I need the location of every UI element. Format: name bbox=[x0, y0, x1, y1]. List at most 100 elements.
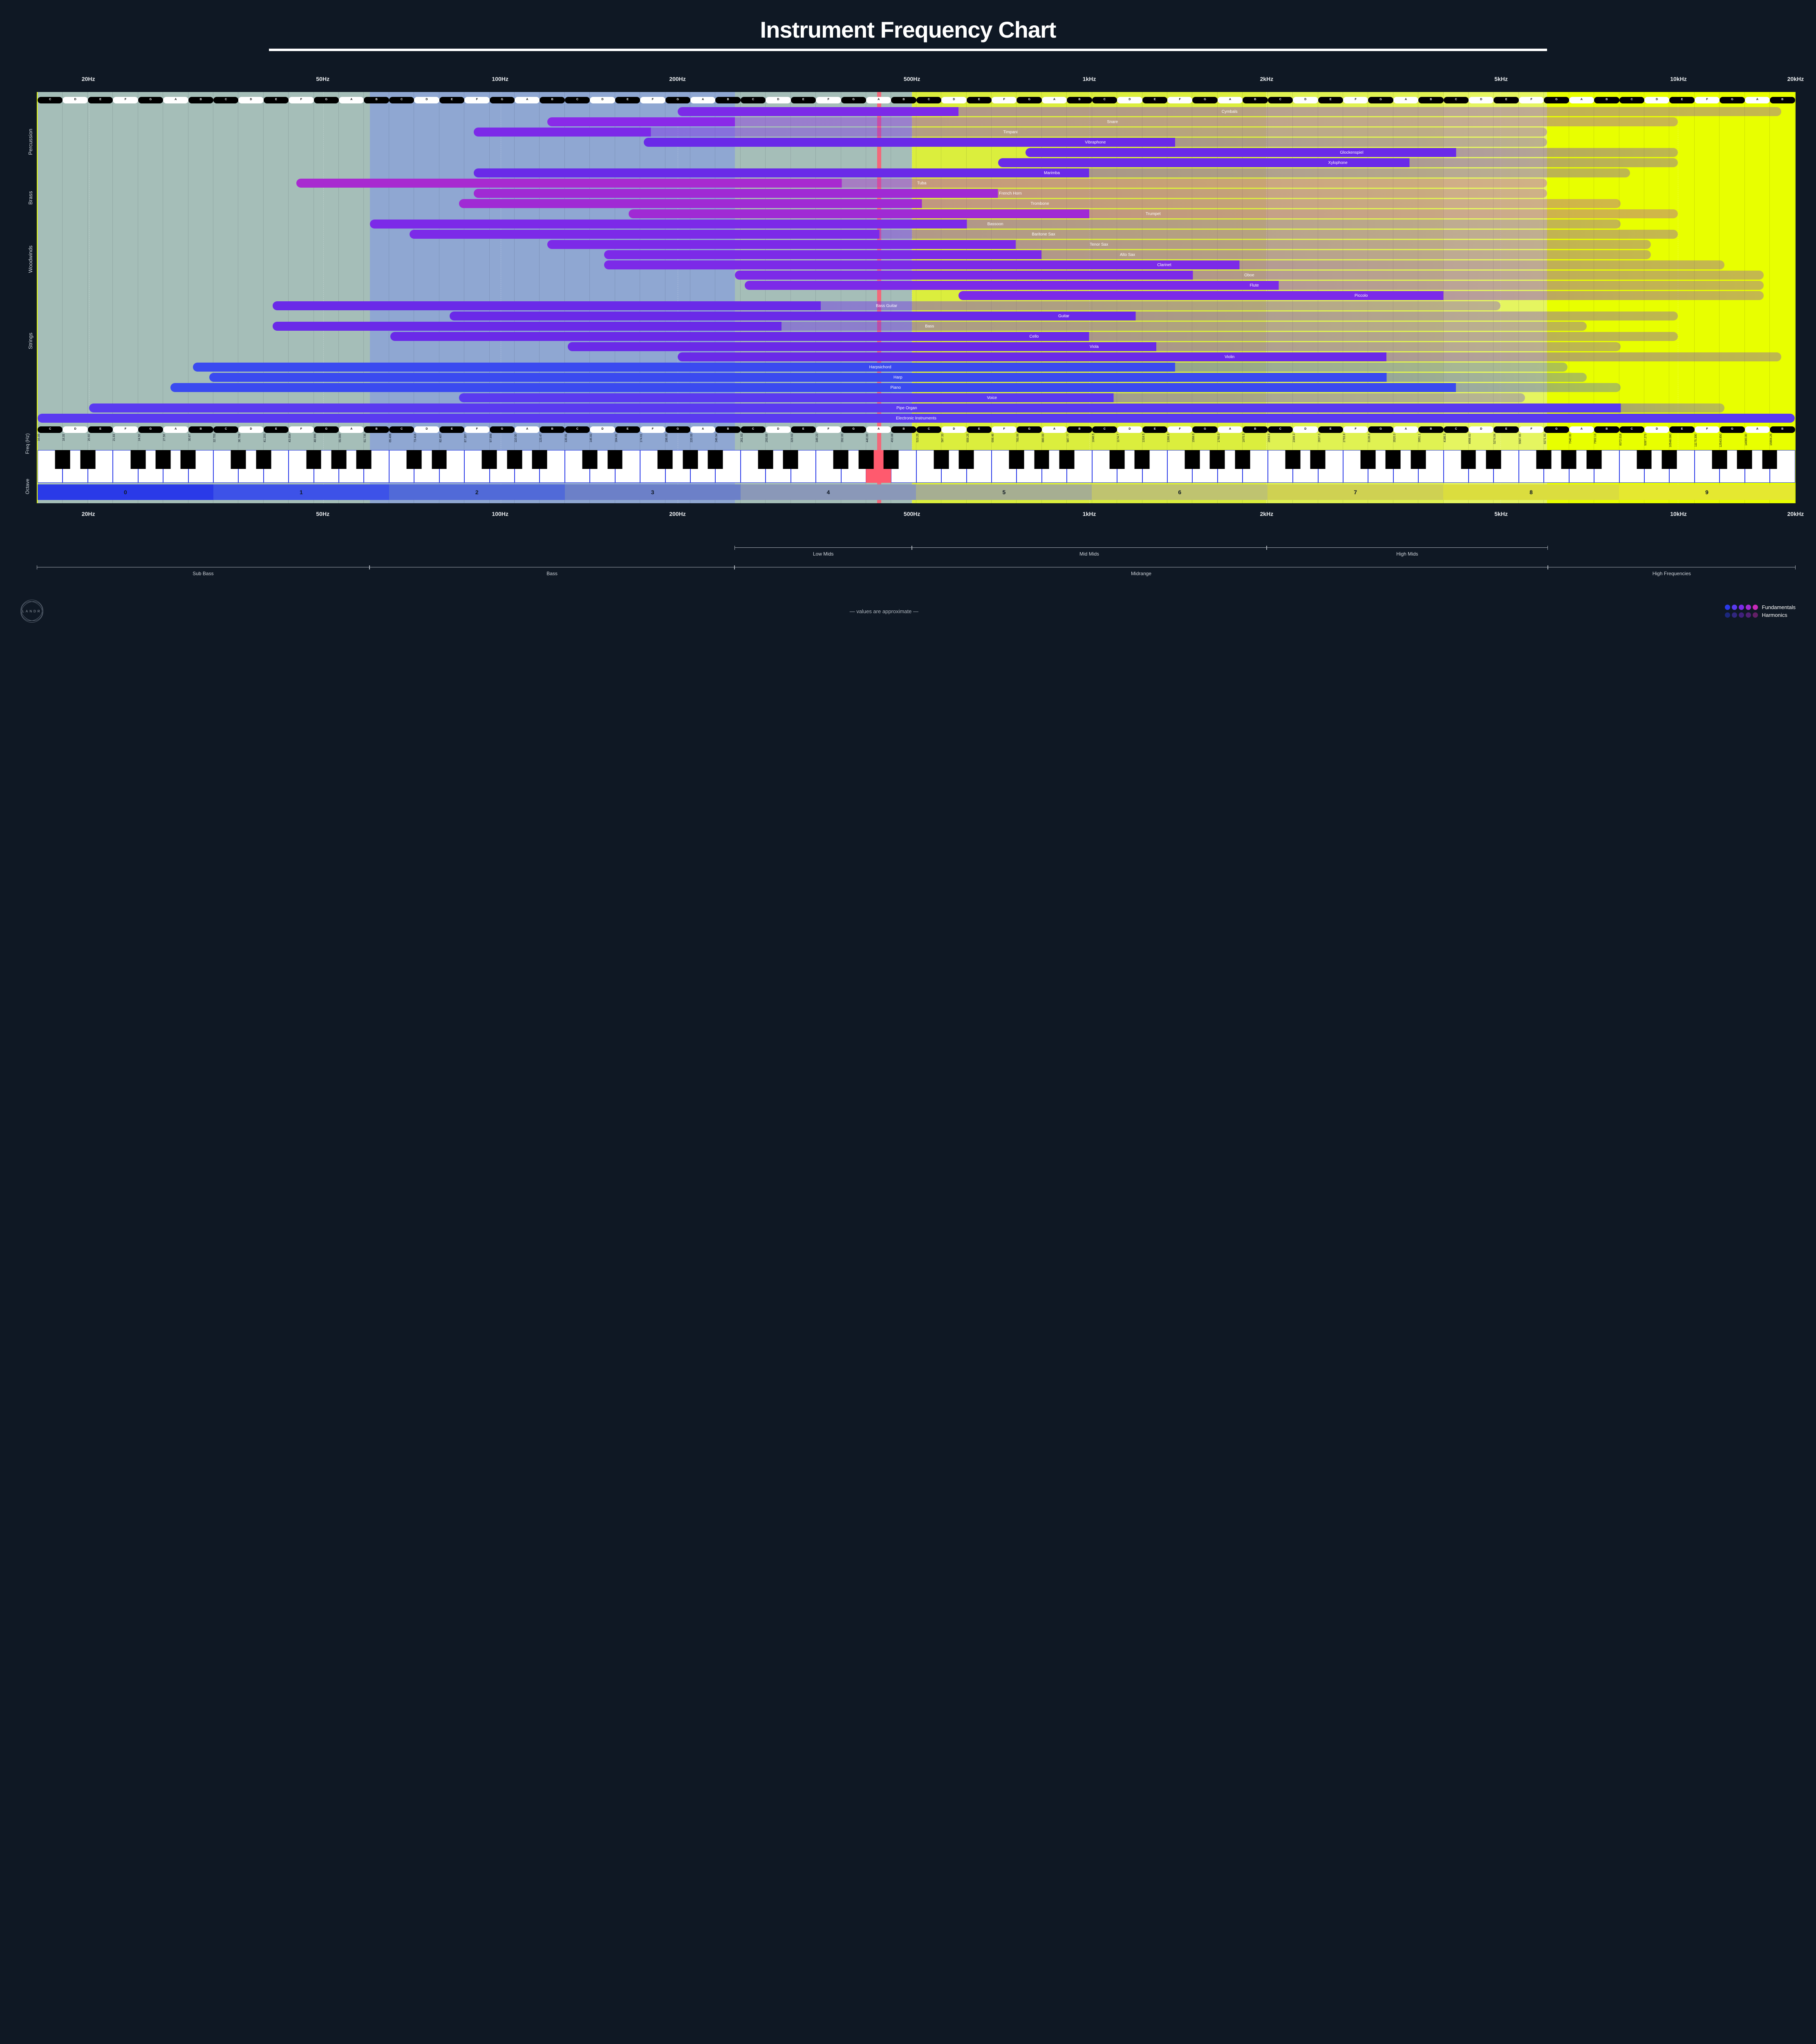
hz-value: 36.708 bbox=[238, 433, 263, 448]
hz-value: 783.99 bbox=[1017, 433, 1041, 448]
hz-value: 3951.1 bbox=[1418, 433, 1443, 448]
note-cell: B bbox=[540, 426, 564, 433]
note-cell: B bbox=[1770, 97, 1795, 103]
range-segment: Sub Bass bbox=[37, 567, 369, 576]
note-cell: D bbox=[1293, 97, 1318, 103]
instrument-bar: Tuba bbox=[296, 179, 1547, 188]
note-cell: B bbox=[891, 97, 916, 103]
note-cell: F bbox=[816, 97, 841, 103]
note-cell: A bbox=[515, 426, 540, 433]
instrument-bar: Glockenspiel bbox=[1026, 148, 1677, 157]
note-cell: D bbox=[766, 426, 790, 433]
instrument-bar: Bass Guitar bbox=[273, 301, 1500, 310]
instrument-row: Vibraphone bbox=[38, 138, 1795, 147]
note-cell: C bbox=[1619, 426, 1644, 433]
title-underline bbox=[269, 49, 1547, 51]
note-cell: B bbox=[891, 426, 916, 433]
note-cell: A bbox=[1569, 97, 1594, 103]
note-cell: B bbox=[715, 426, 740, 433]
hz-value: 43.654 bbox=[289, 433, 313, 448]
hz-value: 5587.65 bbox=[1519, 433, 1544, 448]
instrument-bar: Snare bbox=[547, 117, 1678, 126]
hz-value: 14080.00 bbox=[1745, 433, 1770, 448]
black-key bbox=[130, 450, 146, 469]
freq-tick: 500Hz bbox=[904, 511, 920, 517]
note-cell: G bbox=[490, 97, 515, 103]
hz-value: 11175.300 bbox=[1695, 433, 1720, 448]
note-cell: C bbox=[389, 97, 414, 103]
black-key bbox=[959, 450, 974, 469]
piano-keyboard bbox=[38, 450, 1795, 483]
octave-cell: 3 bbox=[565, 484, 741, 500]
instrument-row: Piccolo bbox=[38, 291, 1795, 300]
instrument-bar: Clarinet bbox=[604, 260, 1724, 269]
instrument-bar: Cymbals bbox=[678, 107, 1781, 116]
black-key bbox=[482, 450, 497, 469]
freq-axis-top: 20Hz50Hz100Hz200Hz500Hz1kHz2kHz5kHz10kHz… bbox=[37, 76, 1796, 92]
hz-value: 8372.018 bbox=[1619, 433, 1644, 448]
legend: FundamentalsHarmonics bbox=[1725, 603, 1796, 620]
black-key bbox=[306, 450, 321, 469]
instrument-bar: Voice bbox=[459, 393, 1525, 402]
octave-strip: 0123456789 bbox=[38, 484, 1795, 500]
hz-value: 82.407 bbox=[439, 433, 464, 448]
hz-value: 3136.0 bbox=[1368, 433, 1393, 448]
hz-value: 18.35 bbox=[63, 433, 87, 448]
note-cell: A bbox=[339, 426, 364, 433]
range-segment: High Frequencies bbox=[1548, 567, 1796, 576]
footer: LANDR — values are approximate — Fundame… bbox=[20, 600, 1796, 623]
note-cell: B bbox=[188, 426, 213, 433]
black-key bbox=[1461, 450, 1476, 469]
note-cell: A bbox=[1745, 426, 1770, 433]
instrument-bar: Flute bbox=[745, 281, 1764, 290]
note-cell: F bbox=[464, 97, 489, 103]
hz-value: 4698.63 bbox=[1469, 433, 1494, 448]
instrument-row: Xylophone bbox=[38, 158, 1795, 167]
black-key bbox=[80, 450, 95, 469]
note-cell: B bbox=[1243, 426, 1267, 433]
note-cell: G bbox=[1544, 97, 1569, 103]
note-cell: B bbox=[1243, 97, 1267, 103]
landr-logo: LANDR bbox=[20, 600, 43, 623]
octave-cell: 0 bbox=[38, 484, 213, 500]
note-cell: D bbox=[238, 426, 263, 433]
note-cell: C bbox=[1092, 97, 1117, 103]
note-cell: C bbox=[741, 426, 766, 433]
hz-value: 164.81 bbox=[615, 433, 640, 448]
note-cell: C bbox=[1444, 426, 1469, 433]
legend-row: Fundamentals bbox=[1725, 604, 1796, 610]
note-cell: A bbox=[690, 97, 715, 103]
note-cell: G bbox=[1192, 97, 1217, 103]
note-cell: A bbox=[339, 97, 364, 103]
note-cell: B bbox=[1418, 97, 1443, 103]
hz-value: 15804.26 bbox=[1770, 433, 1795, 448]
note-cell: A bbox=[1393, 426, 1418, 433]
freq-tick: 5kHz bbox=[1494, 76, 1508, 82]
note-cell: G bbox=[1544, 426, 1569, 433]
note-cell: C bbox=[741, 97, 766, 103]
note-cell: E bbox=[1494, 426, 1518, 433]
hz-value: 493.88 bbox=[891, 433, 916, 448]
note-cell: G bbox=[490, 426, 515, 433]
range-segment: High Mids bbox=[1267, 547, 1548, 557]
instrument-row: Harpsichord bbox=[38, 363, 1795, 372]
chart-title: Instrument Frequency Chart bbox=[20, 16, 1796, 43]
instrument-row: Voice bbox=[38, 393, 1795, 402]
instrument-bar: Pipe Organ bbox=[89, 403, 1724, 412]
note-cell: D bbox=[1469, 97, 1494, 103]
note-cell: E bbox=[791, 97, 816, 103]
black-key bbox=[658, 450, 673, 469]
black-key bbox=[55, 450, 70, 469]
hz-value: 196.00 bbox=[665, 433, 690, 448]
black-key bbox=[256, 450, 271, 469]
instrument-bar: Xylophone bbox=[998, 158, 1678, 167]
black-key bbox=[407, 450, 422, 469]
instrument-row: Harp bbox=[38, 373, 1795, 382]
black-key bbox=[1235, 450, 1250, 469]
hz-value: 1174.7 bbox=[1117, 433, 1142, 448]
legend-dot bbox=[1739, 605, 1744, 610]
black-key bbox=[758, 450, 773, 469]
octave-cell: 5 bbox=[916, 484, 1092, 500]
note-cell: G bbox=[314, 426, 339, 433]
note-cell: A bbox=[1042, 97, 1067, 103]
